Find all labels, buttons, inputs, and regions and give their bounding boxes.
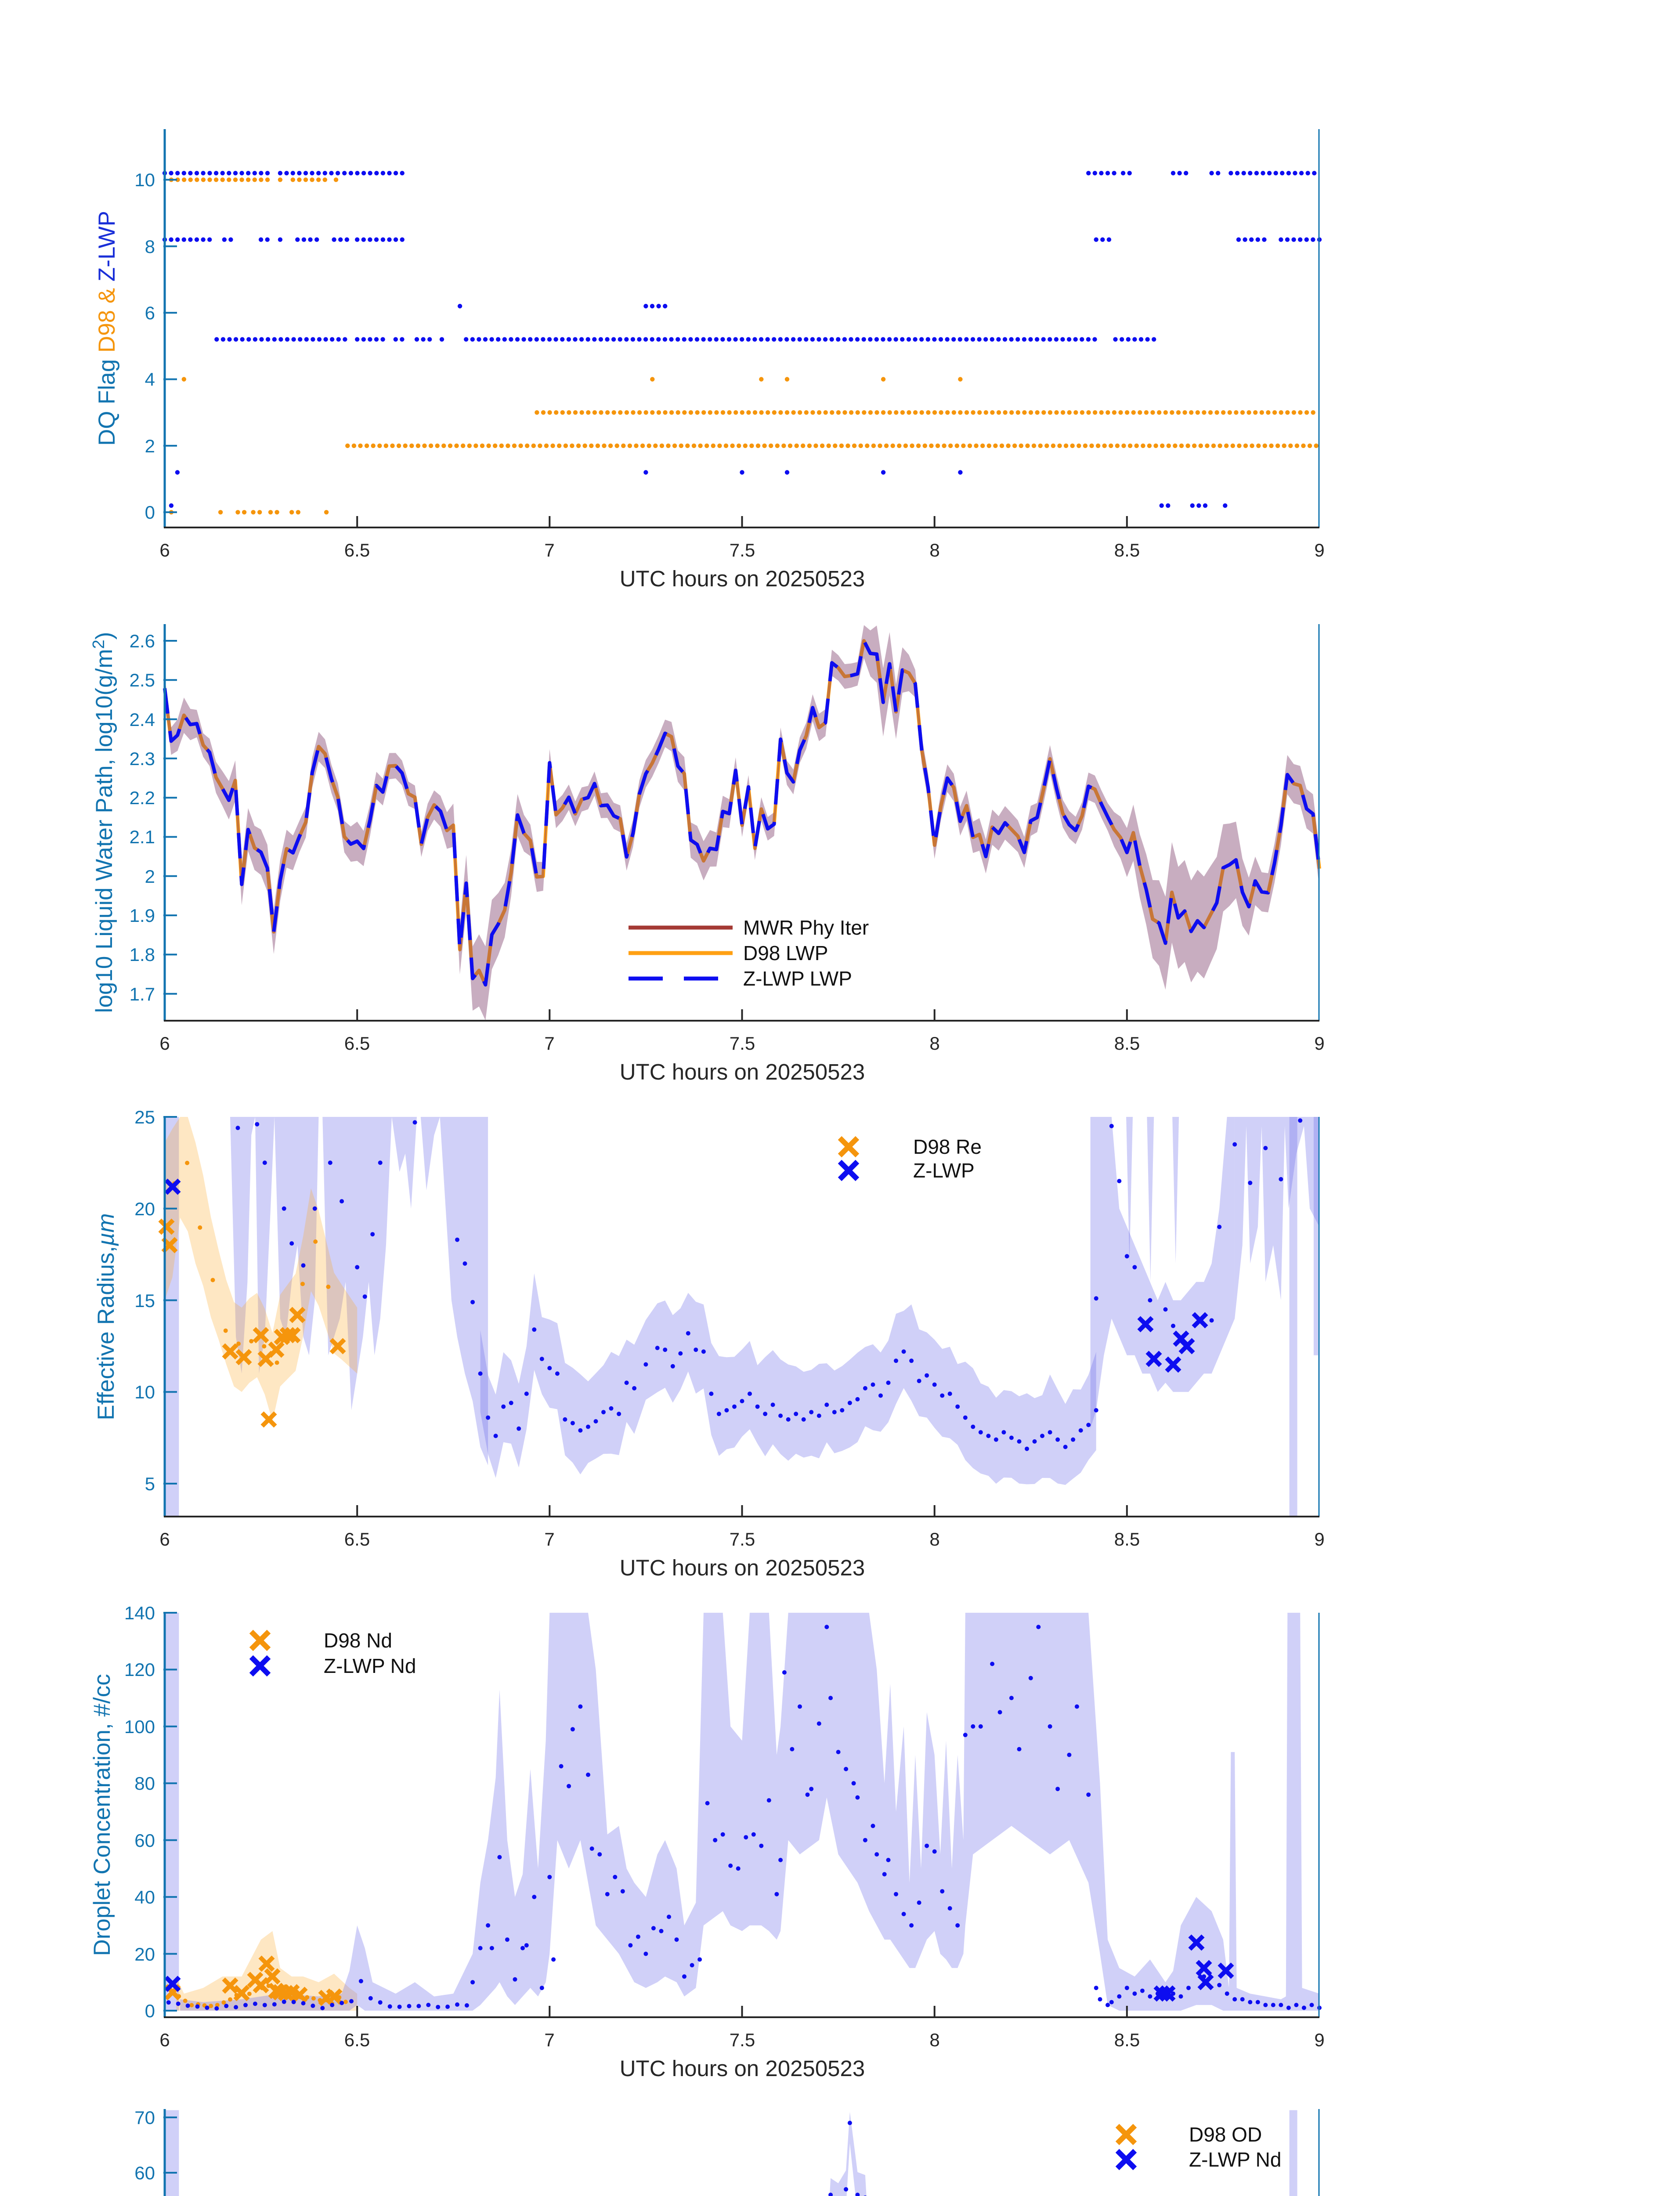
- svg-text:Effective Radius,µm: Effective Radius,µm: [93, 1213, 119, 1420]
- svg-text:UTC hours on 20250523: UTC hours on 20250523: [620, 2056, 865, 2081]
- svg-text:6: 6: [159, 1033, 170, 1054]
- svg-text:5: 5: [145, 1474, 155, 1494]
- svg-text:2: 2: [145, 436, 155, 456]
- svg-text:6: 6: [145, 303, 155, 323]
- svg-text:7.5: 7.5: [730, 540, 755, 560]
- svg-text:25: 25: [134, 1107, 155, 1127]
- svg-text:Z-LWP LWP: Z-LWP LWP: [743, 967, 852, 990]
- svg-text:D98 OD: D98 OD: [1189, 2123, 1262, 2146]
- svg-text:Z-LWP Nd: Z-LWP Nd: [1189, 2148, 1281, 2171]
- svg-text:7.5: 7.5: [730, 1033, 755, 1054]
- svg-text:8.5: 8.5: [1114, 2030, 1140, 2050]
- svg-text:7: 7: [544, 1033, 554, 1054]
- svg-text:10: 10: [134, 170, 155, 190]
- svg-text:DQ Flag D98 & Z-LWP: DQ Flag D98 & Z-LWP: [94, 211, 120, 446]
- svg-text:1.9: 1.9: [130, 905, 155, 926]
- svg-text:D98 Re: D98 Re: [913, 1135, 982, 1158]
- svg-text:40: 40: [134, 1887, 155, 1907]
- svg-text:70: 70: [134, 2107, 155, 2128]
- svg-text:8: 8: [929, 1529, 939, 1549]
- svg-text:9: 9: [1314, 2030, 1324, 2050]
- svg-text:9: 9: [1314, 540, 1324, 560]
- svg-text:2.4: 2.4: [130, 709, 155, 730]
- svg-text:10: 10: [134, 1382, 155, 1402]
- svg-text:Z-LWP: Z-LWP: [913, 1159, 975, 1182]
- svg-text:2.2: 2.2: [130, 787, 155, 808]
- svg-text:Droplet Concentration, #/cc: Droplet Concentration, #/cc: [89, 1674, 115, 1956]
- svg-text:2.5: 2.5: [130, 670, 155, 690]
- svg-text:8.5: 8.5: [1114, 1033, 1140, 1054]
- svg-text:D98 LWP: D98 LWP: [743, 942, 828, 964]
- svg-text:120: 120: [124, 1659, 155, 1680]
- svg-text:1.7: 1.7: [130, 984, 155, 1004]
- svg-text:2.3: 2.3: [130, 748, 155, 769]
- svg-text:MWR Phy Iter: MWR Phy Iter: [743, 916, 869, 939]
- svg-text:8.5: 8.5: [1114, 1529, 1140, 1549]
- svg-text:140: 140: [124, 1603, 155, 1623]
- svg-text:1.8: 1.8: [130, 944, 155, 965]
- svg-text:7.5: 7.5: [730, 1529, 755, 1549]
- svg-text:UTC hours on 20250523: UTC hours on 20250523: [620, 1059, 865, 1084]
- svg-text:8: 8: [929, 2030, 939, 2050]
- svg-text:7: 7: [544, 540, 554, 560]
- svg-text:80: 80: [134, 1773, 155, 1794]
- svg-text:6: 6: [159, 540, 170, 560]
- svg-text:7: 7: [544, 2030, 554, 2050]
- svg-text:0: 0: [145, 502, 155, 523]
- svg-text:6: 6: [159, 1529, 170, 1549]
- svg-text:2.6: 2.6: [130, 631, 155, 651]
- svg-text:8: 8: [145, 236, 155, 257]
- svg-text:100: 100: [124, 1716, 155, 1737]
- svg-text:2: 2: [145, 866, 155, 887]
- svg-text:9: 9: [1314, 1033, 1324, 1054]
- svg-text:20: 20: [134, 1199, 155, 1219]
- svg-text:log10 Liquid Water Path, log10: log10 Liquid Water Path, log10(g/m2): [90, 632, 117, 1013]
- svg-text:UTC hours on 20250523: UTC hours on 20250523: [620, 566, 865, 591]
- svg-text:6.5: 6.5: [344, 1529, 370, 1549]
- svg-text:0: 0: [145, 2001, 155, 2021]
- svg-text:2.1: 2.1: [130, 827, 155, 847]
- svg-text:6: 6: [159, 2030, 170, 2050]
- svg-text:20: 20: [134, 1944, 155, 1965]
- svg-text:6.5: 6.5: [344, 1033, 370, 1054]
- svg-text:7: 7: [544, 1529, 554, 1549]
- svg-text:4: 4: [145, 369, 155, 390]
- svg-text:6.5: 6.5: [344, 2030, 370, 2050]
- svg-text:8.5: 8.5: [1114, 540, 1140, 560]
- svg-text:60: 60: [134, 2163, 155, 2183]
- svg-text:8: 8: [929, 1033, 939, 1054]
- svg-text:9: 9: [1314, 1529, 1324, 1549]
- svg-text:6.5: 6.5: [344, 540, 370, 560]
- svg-text:60: 60: [134, 1830, 155, 1851]
- svg-text:UTC hours on 20250523: UTC hours on 20250523: [620, 1555, 865, 1580]
- svg-text:15: 15: [134, 1290, 155, 1311]
- svg-text:Z-LWP Nd: Z-LWP Nd: [324, 1654, 416, 1677]
- svg-text:D98 Nd: D98 Nd: [324, 1629, 392, 1652]
- svg-text:7.5: 7.5: [730, 2030, 755, 2050]
- svg-text:8: 8: [929, 540, 939, 560]
